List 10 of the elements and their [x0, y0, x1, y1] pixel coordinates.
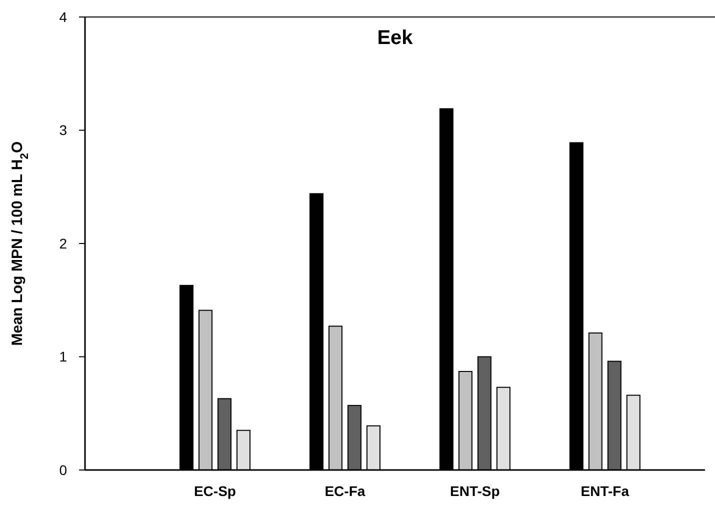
text: Eek — [377, 27, 414, 49]
x-tick-label: EC-Fa — [324, 483, 366, 499]
x-tick-label: ENT-Fa — [580, 483, 630, 499]
y-tick-label: 4 — [59, 8, 68, 25]
y-tick-label: 3 — [59, 122, 68, 138]
y-tick-label: 1 — [59, 348, 68, 365]
x-tick-label: ENT-Sp — [450, 483, 500, 499]
x-tick-label: EC-Sp — [194, 483, 236, 499]
y-tick-label: 2 — [59, 235, 68, 252]
y-tick-label: 0 — [59, 462, 68, 478]
